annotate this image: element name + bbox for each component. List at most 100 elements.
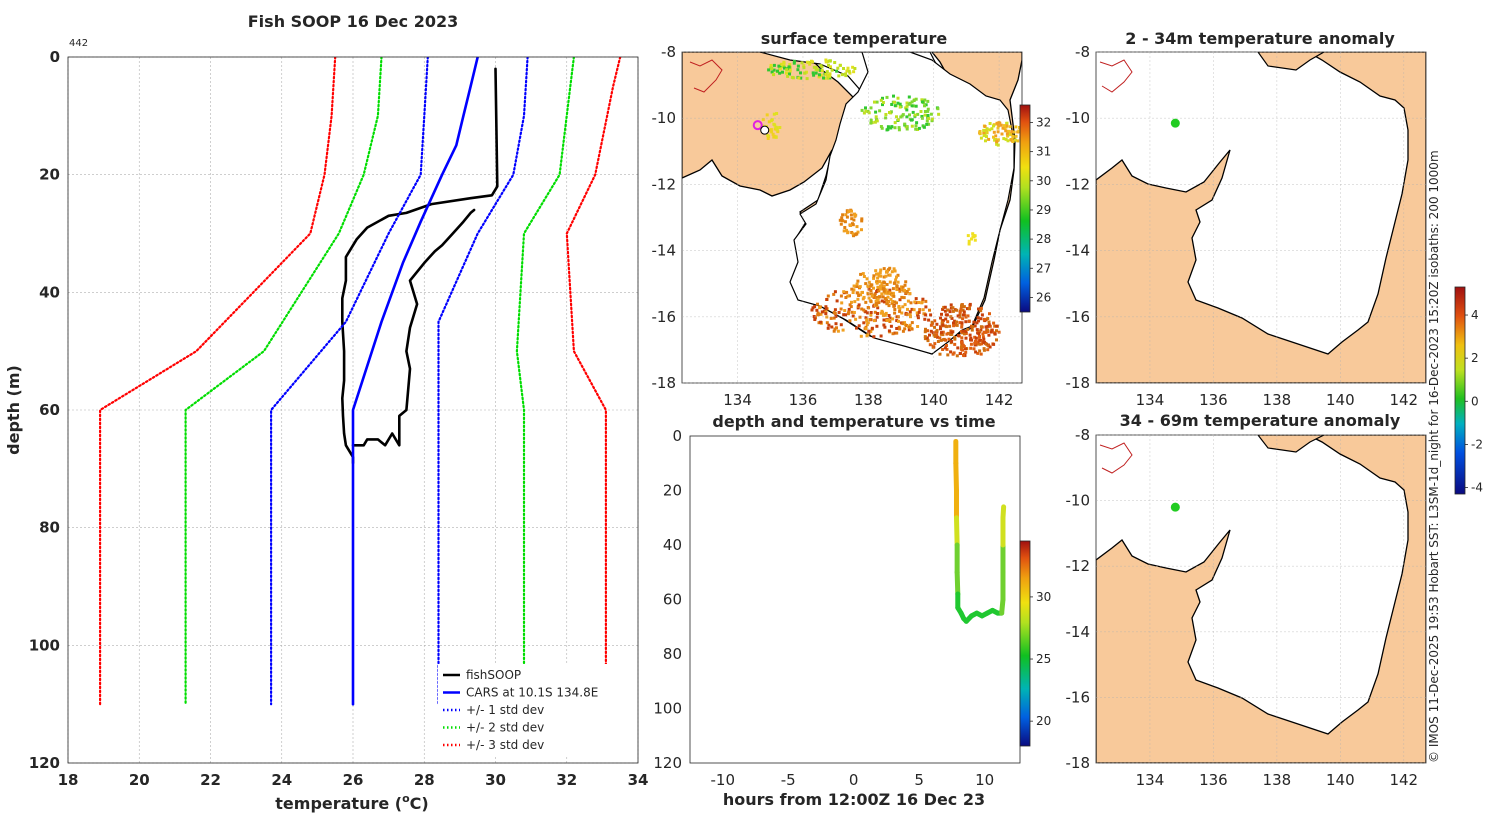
sst-pixel bbox=[889, 324, 893, 328]
sst-pixel bbox=[949, 350, 953, 354]
sst-pixel bbox=[840, 216, 844, 220]
sst-pixel bbox=[796, 68, 800, 72]
sst-pixel bbox=[961, 329, 965, 333]
sst-map-xtick: 136 bbox=[789, 391, 818, 409]
sst-pixel bbox=[869, 330, 873, 333]
sst-map-ytick: -10 bbox=[652, 109, 677, 127]
depth-time-colorbar-tick: 25 bbox=[1036, 652, 1051, 666]
depth-time-xtick: -5 bbox=[781, 771, 796, 789]
sst-pixel bbox=[816, 302, 819, 306]
sst-pixel bbox=[925, 336, 929, 340]
profile-title: Fish SOOP 16 Dec 2023 bbox=[248, 12, 458, 31]
sst-pixel bbox=[947, 337, 951, 341]
sst-pixel bbox=[893, 311, 897, 315]
anomaly-2-34-ytick: -14 bbox=[1066, 242, 1091, 260]
sst-pixel bbox=[926, 107, 930, 111]
sst-pixel bbox=[796, 64, 800, 68]
depth-time-colorbar bbox=[1020, 541, 1030, 746]
profile-ytick: 20 bbox=[39, 166, 60, 184]
sst-pixel bbox=[865, 318, 869, 322]
sst-pixel bbox=[897, 305, 901, 309]
sst-pixel bbox=[982, 348, 986, 352]
sst-pixel bbox=[914, 127, 918, 131]
sst-pixel bbox=[959, 307, 963, 311]
sst-pixel bbox=[992, 130, 996, 134]
sst-pixel bbox=[875, 119, 879, 123]
sst-pixel bbox=[905, 127, 909, 131]
sst-pixel bbox=[845, 215, 849, 219]
sst-pixel bbox=[825, 70, 829, 74]
sst-pixel bbox=[960, 340, 963, 344]
profile-axes-frame bbox=[67, 56, 639, 764]
sst-pixel bbox=[840, 219, 844, 222]
sst-pixel bbox=[950, 316, 954, 320]
sst-pixel bbox=[939, 338, 943, 342]
sst-pixel bbox=[776, 130, 780, 134]
sst-pixel bbox=[979, 306, 983, 310]
sst-pixel bbox=[884, 288, 888, 292]
sst-pixel bbox=[847, 310, 851, 314]
sst-pixel bbox=[882, 275, 886, 279]
legend-entry: +/- 2 std dev bbox=[466, 721, 544, 735]
sst-pixel bbox=[876, 312, 879, 315]
sst-pixel bbox=[842, 229, 846, 233]
sst-pixel bbox=[792, 59, 796, 63]
sst-pixel bbox=[970, 328, 974, 332]
sst-pixel bbox=[984, 131, 988, 135]
sst-pixel bbox=[811, 71, 815, 75]
sst-pixel bbox=[873, 100, 876, 104]
sst-pixel bbox=[995, 324, 999, 328]
sst-pixel bbox=[987, 137, 991, 141]
sst-pixel bbox=[839, 307, 843, 311]
sst-pixel bbox=[896, 96, 900, 100]
sst-pixel bbox=[887, 318, 891, 322]
sst-pixel bbox=[966, 314, 970, 318]
sst-pixel bbox=[869, 121, 873, 125]
sst-pixel bbox=[879, 287, 883, 291]
profile-series--3-std-dev-upper bbox=[565, 57, 622, 706]
profile-ytick: 100 bbox=[29, 636, 60, 654]
sst-pixel bbox=[992, 135, 995, 139]
sst-pixel bbox=[891, 291, 895, 295]
sst-pixel bbox=[882, 318, 886, 322]
sst-pixel bbox=[995, 140, 999, 144]
sst-pixel bbox=[967, 242, 971, 246]
sst-pixel bbox=[876, 306, 880, 310]
sst-pixel bbox=[814, 66, 818, 69]
sst-pixel bbox=[884, 116, 888, 120]
sst-pixel bbox=[971, 232, 975, 236]
profile-xtick: 22 bbox=[200, 771, 221, 789]
sst-pixel bbox=[996, 126, 1000, 130]
profile-xtick: 18 bbox=[58, 771, 79, 789]
sst-pixel bbox=[850, 310, 854, 314]
sst-pixel bbox=[987, 323, 991, 327]
sst-pixel bbox=[778, 71, 782, 75]
sst-pixel bbox=[907, 95, 911, 99]
sst-pixel bbox=[857, 294, 861, 297]
sst-pixel bbox=[892, 294, 896, 298]
sst-pixel bbox=[817, 313, 821, 316]
sst-pixel bbox=[852, 218, 856, 222]
sst-pixel bbox=[961, 317, 965, 321]
sst-pixel bbox=[972, 235, 976, 239]
sst-pixel bbox=[928, 308, 931, 312]
sst-pixel bbox=[825, 298, 829, 301]
sst-pixel bbox=[895, 115, 898, 119]
sst-pixel bbox=[924, 299, 928, 303]
sst-pixel bbox=[917, 310, 921, 314]
sst-pixel bbox=[923, 104, 926, 108]
depth-time-ytick: 60 bbox=[663, 591, 682, 609]
sst-pixel bbox=[1000, 132, 1004, 136]
sst-pixel bbox=[920, 98, 924, 102]
sst-pixel bbox=[864, 316, 868, 320]
depth-time-xlabel: hours from 12:00Z 16 Dec 23 bbox=[723, 790, 985, 809]
sst-pixel bbox=[846, 312, 850, 316]
sst-pixel bbox=[812, 73, 816, 77]
sst-pixel bbox=[903, 303, 907, 307]
sst-pixel bbox=[879, 268, 883, 272]
sst-pixel bbox=[799, 76, 803, 80]
profile-xtick: 28 bbox=[414, 771, 435, 789]
sst-pixel bbox=[875, 324, 879, 328]
anomaly-34-69-xtick: 134 bbox=[1136, 771, 1165, 789]
sst-pixel bbox=[884, 274, 888, 278]
